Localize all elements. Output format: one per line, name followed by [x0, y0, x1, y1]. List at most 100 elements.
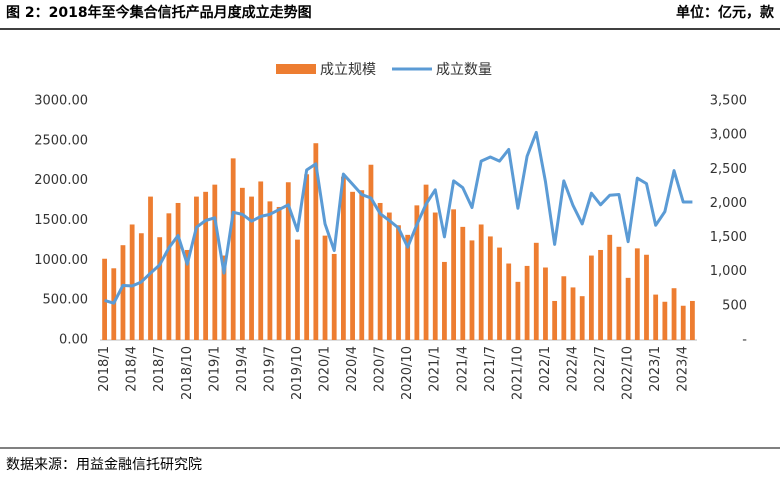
x-tick-label: 2021/1	[428, 346, 443, 392]
x-tick-label: 2019/10	[290, 346, 305, 400]
y2-tick-label: 500	[722, 298, 747, 313]
x-tick-label: 2019/4	[235, 346, 250, 392]
bar	[138, 233, 144, 340]
bar	[304, 174, 310, 340]
bar	[340, 176, 346, 340]
x-tick-label: 2018/4	[125, 346, 140, 392]
x-tick-label: 2022/10	[621, 346, 636, 400]
bar	[203, 191, 209, 340]
bar	[515, 281, 521, 340]
legend-label: 成立规模	[320, 62, 376, 78]
bar	[230, 158, 236, 340]
x-tick-label: 2018/1	[97, 346, 112, 392]
y-tick-label: 500.00	[43, 293, 89, 308]
y-tick-label: 2500.00	[34, 133, 88, 148]
unit-label: 单位：亿元，款	[676, 4, 775, 21]
bar	[120, 245, 126, 340]
bar	[405, 234, 411, 340]
bar	[276, 206, 282, 340]
x-tick-label: 2019/7	[262, 346, 277, 392]
bar	[671, 288, 677, 340]
bar	[552, 300, 558, 340]
x-tick-label: 2023/4	[676, 346, 691, 392]
bar	[322, 235, 328, 340]
bar	[414, 205, 420, 340]
x-tick-label: 2021/4	[455, 346, 470, 392]
bar	[331, 253, 337, 340]
y-tick-label: 1500.00	[34, 213, 88, 228]
bar	[359, 190, 365, 340]
bar	[184, 249, 190, 340]
x-tick-label: 2021/10	[510, 346, 525, 400]
bar	[442, 261, 447, 340]
bar	[313, 143, 319, 340]
y2-tick-label: 1,500	[710, 230, 747, 245]
bar	[249, 196, 254, 340]
bar	[396, 225, 401, 340]
bar	[129, 224, 135, 340]
y-tick-label: 3000.00	[34, 94, 88, 109]
bar	[368, 164, 374, 340]
bar	[175, 202, 181, 340]
legend-swatch	[276, 64, 316, 74]
y-tick-label: 2000.00	[34, 173, 88, 188]
bar	[506, 263, 512, 340]
x-tick-label: 2018/10	[180, 346, 195, 400]
bar	[350, 191, 355, 340]
x-tick-label: 2022/1	[538, 346, 553, 392]
x-tick-label: 2020/10	[400, 346, 415, 400]
bar	[625, 277, 631, 340]
bar	[432, 212, 438, 340]
x-tick-label: 2019/1	[207, 346, 222, 392]
y-tick-label: 1000.00	[34, 253, 88, 268]
bar	[607, 234, 613, 340]
y-tick-label: 0.00	[59, 333, 88, 348]
x-tick-label: 2023/1	[648, 346, 663, 392]
bar	[533, 242, 539, 340]
bar	[460, 226, 466, 340]
bar	[653, 294, 659, 340]
bar	[478, 224, 484, 340]
bar	[662, 301, 668, 340]
x-tick-label: 2020/1	[318, 346, 333, 392]
bar	[690, 300, 695, 340]
bar	[258, 181, 264, 340]
bar	[469, 240, 475, 340]
bar	[166, 213, 172, 340]
bar	[423, 184, 429, 340]
bar	[680, 305, 686, 340]
bar	[644, 254, 649, 340]
x-tick-label: 2018/7	[152, 346, 167, 392]
x-tick-label: 2022/4	[566, 346, 581, 392]
bar	[386, 212, 392, 340]
bar	[543, 267, 548, 340]
bar	[570, 287, 576, 340]
bar	[212, 184, 218, 340]
page-title: 图 2：2018年至今集合信托产品月度成立走势图	[6, 4, 312, 21]
y2-tick-label: 3,500	[710, 94, 747, 109]
bar	[561, 276, 567, 340]
x-tick-label: 2022/7	[593, 346, 608, 392]
bar	[579, 296, 585, 340]
bar	[239, 187, 245, 340]
bar	[148, 196, 153, 340]
bar	[497, 247, 502, 340]
x-tick-label: 2020/7	[373, 346, 388, 392]
bar	[102, 258, 107, 340]
bar	[451, 209, 457, 340]
y2-tick-label: 2,000	[710, 196, 747, 211]
bar	[221, 255, 227, 340]
x-tick-label: 2020/4	[345, 346, 360, 392]
y2-tick-label: 3,000	[710, 128, 747, 143]
bar	[616, 246, 622, 340]
source-note: 数据来源：用益金融信托研究院	[6, 457, 202, 473]
bar	[634, 248, 640, 340]
y2-tick-label: 1,000	[710, 264, 747, 279]
bar	[588, 255, 594, 340]
y2-tick-label: 2,500	[710, 162, 747, 177]
bar	[285, 182, 291, 340]
line-series	[104, 130, 693, 305]
y2-tick-label: -	[742, 333, 747, 348]
bar	[267, 201, 273, 340]
